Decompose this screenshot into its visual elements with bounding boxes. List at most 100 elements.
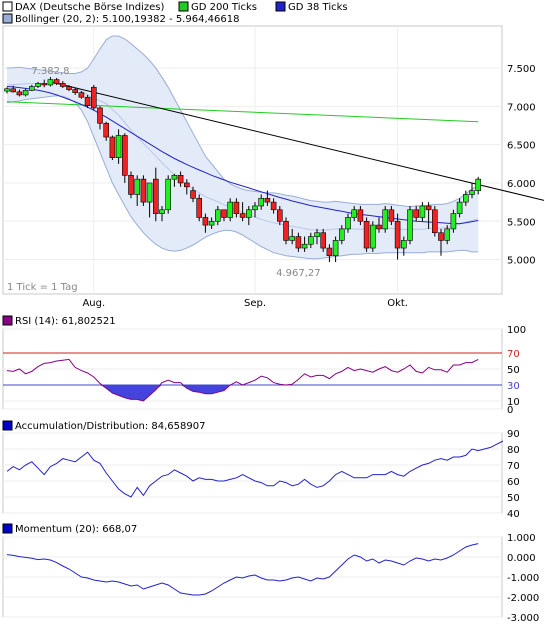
candle <box>146 182 153 218</box>
tick-info: 1 Tick = 1 Tag <box>7 282 78 293</box>
candle <box>456 198 463 218</box>
candle-body <box>444 228 451 241</box>
momentum-grid <box>3 536 502 618</box>
candle-body <box>28 86 35 91</box>
candle <box>109 135 116 160</box>
candle <box>72 88 78 95</box>
candle-body <box>338 228 345 241</box>
candle-body <box>264 197 271 203</box>
rsi-y-tick-label: 30 <box>507 381 520 392</box>
momentum-legend-swatch <box>2 523 13 534</box>
candle-body <box>363 220 370 249</box>
candle <box>332 236 339 263</box>
momentum-y-tick-label: -3.000 <box>507 613 539 624</box>
candle-body <box>276 209 283 222</box>
ad-y-tick-label: 50 <box>507 493 520 504</box>
price-y-tick-label: 6.500 <box>507 141 536 152</box>
candle-body <box>258 197 265 207</box>
candle <box>103 121 109 141</box>
candle-body <box>159 209 165 214</box>
candle <box>177 171 184 187</box>
price-panel: 7.382,8 4.967,27 1 Tick = 1 Tag 5.000 5.5… <box>2 25 545 309</box>
candle <box>202 213 209 233</box>
candle <box>190 186 196 203</box>
legend-label-gd200: GD 200 Ticks <box>191 2 257 13</box>
candle <box>233 198 240 218</box>
candle <box>413 205 420 222</box>
candle <box>66 84 72 92</box>
candle <box>47 77 54 87</box>
price-y-axis: 5.000 5.500 6.000 6.500 7.000 7.500 <box>507 64 536 266</box>
candle-body <box>66 86 72 90</box>
candle <box>246 205 252 226</box>
candle-body <box>289 236 296 241</box>
candle-body <box>382 209 389 230</box>
candle <box>10 85 16 93</box>
candle-body <box>270 201 277 211</box>
candle-body <box>16 91 23 96</box>
ad-legend-swatch <box>2 420 13 431</box>
ad-legend-label: Accumulation/Distribution: 84,658907 <box>15 421 205 432</box>
candle-body <box>376 224 382 230</box>
candle-body <box>475 178 482 191</box>
price-y-tick-label: 7.500 <box>507 64 536 75</box>
candle-body <box>122 135 128 176</box>
bollinger-band <box>7 36 479 259</box>
legend-swatch-bollinger <box>2 13 13 24</box>
momentum-y-tick-label: 0.000 <box>507 553 536 564</box>
candle <box>469 182 475 199</box>
price-panel-frame <box>2 25 503 295</box>
candle <box>258 194 265 210</box>
candle <box>382 205 389 233</box>
ad-y-tick-label: 40 <box>507 509 520 520</box>
ad-line <box>6 440 504 498</box>
candle <box>314 228 320 245</box>
candle <box>400 236 407 256</box>
momentum-legend-label: Momentum (20): 668,07 <box>15 524 137 535</box>
candle-body <box>407 209 413 241</box>
candle-body <box>10 88 16 93</box>
candle-body <box>35 83 41 87</box>
candle <box>159 205 165 222</box>
ad-y-tick-label: 90 <box>507 429 520 440</box>
candle-body <box>103 122 109 138</box>
candle <box>283 217 289 245</box>
rsi-line <box>6 358 479 402</box>
rsi-y-tick-label: 0 <box>507 405 513 416</box>
candle <box>115 129 122 164</box>
legend-swatch-gd200 <box>178 1 189 12</box>
candle <box>122 133 128 183</box>
momentum-y-axis: -3.000 -2.000 -1.000 0.000 1.000 <box>507 533 539 624</box>
candle-body <box>438 232 444 241</box>
candle <box>239 202 246 222</box>
candle-body <box>91 86 97 109</box>
candle <box>221 209 227 222</box>
momentum-panel: Momentum (20): 668,07 -3.000 -2.000 -1.000… <box>2 523 539 624</box>
price-y-tick-label: 7.000 <box>507 102 536 113</box>
candle <box>153 167 159 222</box>
main-legend: DAX (Deutsche Börse Indizes) GD 200 Tick… <box>2 1 348 25</box>
candle <box>276 205 283 226</box>
candle-body <box>109 136 116 159</box>
candle-body <box>332 240 339 257</box>
candle-body <box>388 209 395 222</box>
candle-body <box>462 194 469 203</box>
candle-body <box>425 205 432 211</box>
candle <box>35 81 41 89</box>
rsi-y-tick-label: 10 <box>507 397 520 408</box>
candle-body <box>165 178 171 211</box>
candle-body <box>239 213 246 218</box>
rsi-y-axis: 010 30 50 70 100 <box>507 325 526 416</box>
candle-body <box>301 243 308 249</box>
trend-line <box>50 81 545 201</box>
candle <box>407 205 413 245</box>
momentum-line <box>6 543 479 596</box>
rsi-legend-swatch <box>2 315 13 326</box>
price-y-tick-label: 5.000 <box>507 256 536 267</box>
candle-body <box>450 213 457 230</box>
candle-body <box>283 220 289 241</box>
candle-body <box>196 197 202 218</box>
candle-body <box>202 217 209 226</box>
candle <box>419 202 426 222</box>
